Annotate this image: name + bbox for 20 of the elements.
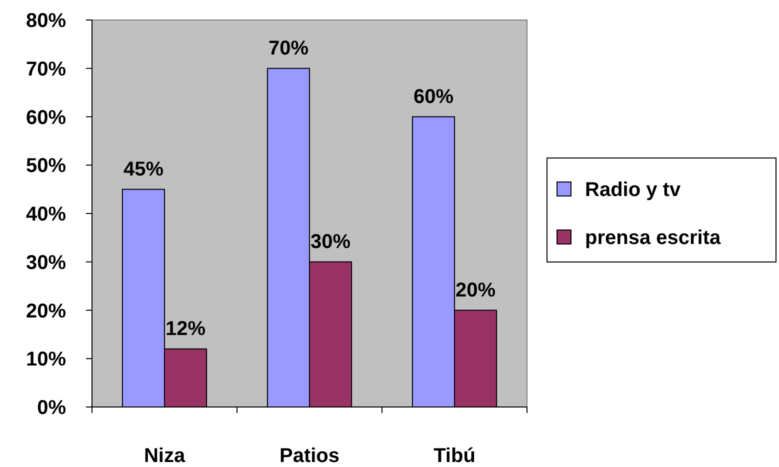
data-label: 45% (123, 158, 164, 180)
y-tick-label: 20% (26, 300, 66, 322)
x-tick-label: Patios (279, 445, 340, 467)
y-tick-label: 60% (26, 106, 66, 129)
y-tick-label: 40% (26, 204, 66, 226)
data-label: 30% (310, 230, 351, 253)
y-tick-label: 10% (26, 348, 66, 371)
y-tick-label: 30% (26, 252, 66, 274)
y-tick-label: 0% (37, 397, 66, 419)
y-tick-label: 70% (26, 58, 66, 80)
y-tick-label: 50% (26, 155, 66, 178)
y-tick-label: 80% (26, 10, 66, 32)
legend-label: Radio y tv (585, 179, 682, 201)
x-tick-label: Niza (144, 445, 186, 467)
legend-label: prensa escrita (585, 227, 722, 249)
data-label: 12% (166, 318, 206, 340)
data-label: 20% (456, 279, 496, 302)
data-label: 60% (413, 86, 454, 108)
x-tick-label: Tibú (434, 445, 476, 467)
data-label: 70% (268, 37, 309, 60)
